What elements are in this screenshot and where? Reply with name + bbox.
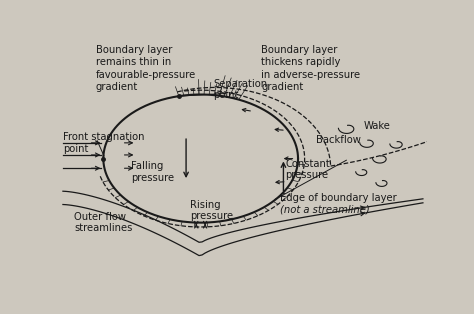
- Text: Edge of boundary layer: Edge of boundary layer: [280, 193, 396, 203]
- Text: Outer flow
streamlines: Outer flow streamlines: [74, 212, 132, 233]
- Text: Rising
pressure: Rising pressure: [190, 200, 233, 221]
- Text: Boundary layer
thickens rapidly
in adverse-pressure
gradient: Boundary layer thickens rapidly in adver…: [261, 45, 360, 92]
- Text: Falling
pressure: Falling pressure: [131, 161, 174, 183]
- Text: Backflow: Backflow: [316, 135, 361, 145]
- Text: Boundary layer
remains thin in
favourable-pressure
gradient: Boundary layer remains thin in favourabl…: [96, 45, 196, 92]
- Text: Wake: Wake: [364, 121, 391, 131]
- Text: (not a streamline): (not a streamline): [280, 204, 369, 214]
- Text: Constant
pressure: Constant pressure: [285, 159, 330, 180]
- Text: Separation
point: Separation point: [213, 79, 268, 100]
- Text: Front stagnation
point: Front stagnation point: [63, 132, 145, 154]
